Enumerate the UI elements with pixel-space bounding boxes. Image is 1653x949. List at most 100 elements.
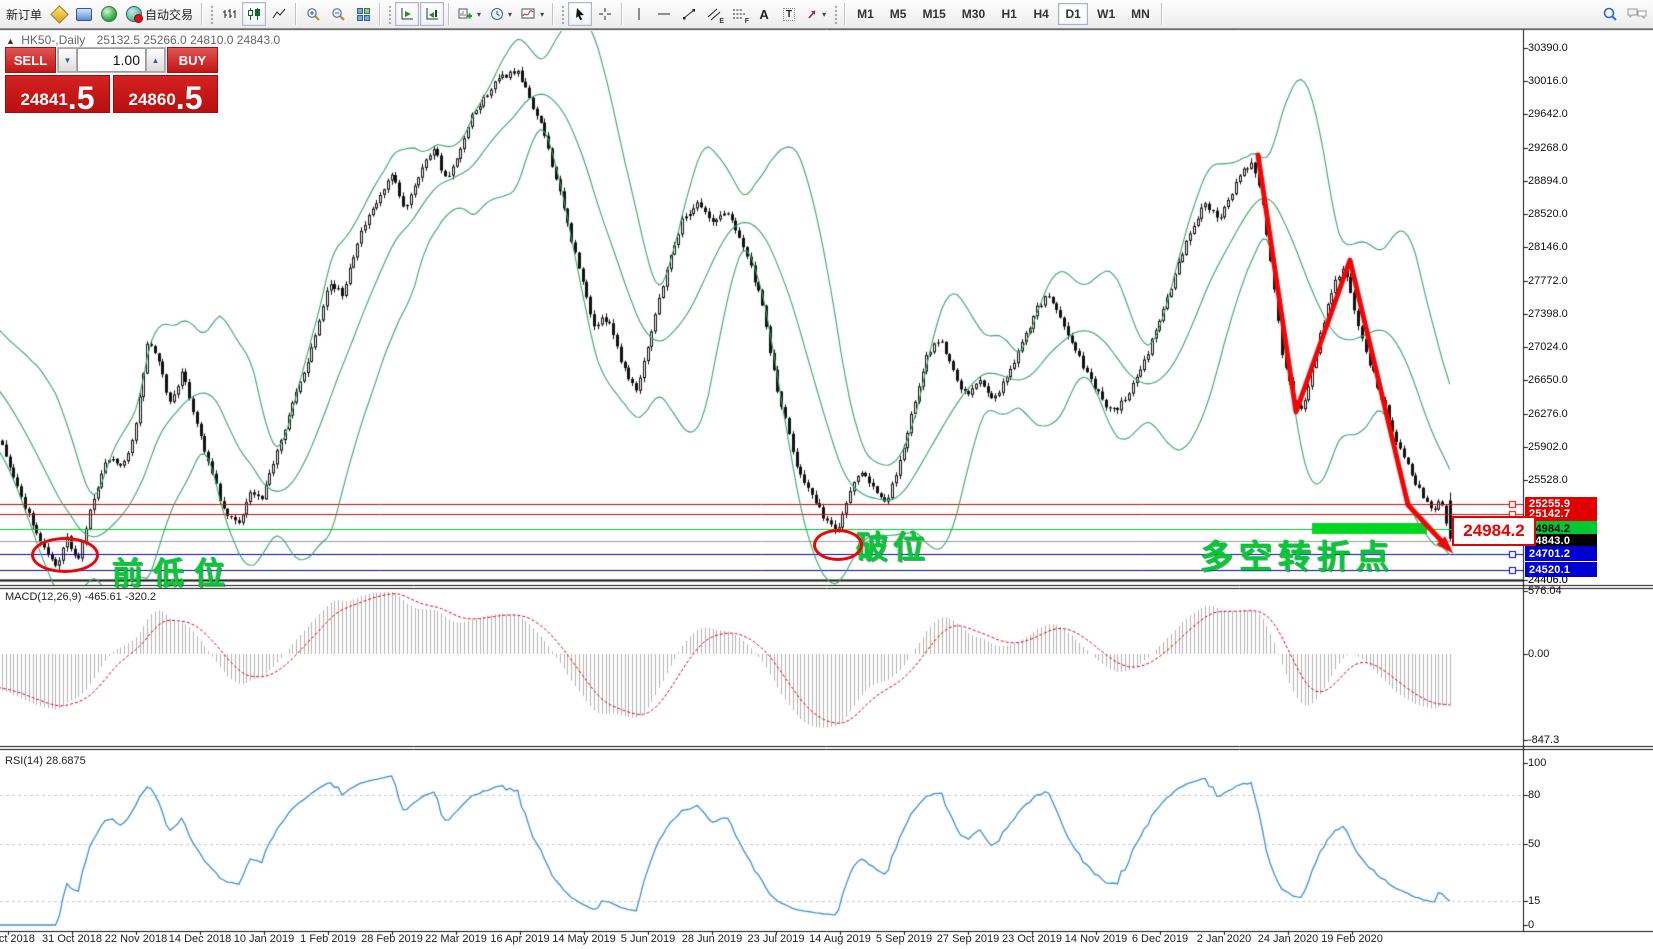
fibonacci-icon — [733, 9, 746, 19]
toolbar-grip — [209, 4, 215, 24]
chart-shift-button[interactable] — [420, 2, 445, 26]
annotation-prev-low[interactable]: 前低位 — [112, 556, 235, 591]
symbol-name: HK50-,Daily — [21, 33, 86, 47]
horizontal-line-icon — [658, 13, 671, 15]
crosshair-button[interactable] — [593, 2, 617, 26]
timeframe-h4[interactable]: H4 — [1026, 3, 1056, 25]
timeframe-m5[interactable]: M5 — [883, 3, 914, 25]
annotation-turning-point[interactable]: 多空转折点 — [1200, 538, 1395, 575]
timeframe-d1[interactable]: D1 — [1058, 3, 1089, 25]
sell-button[interactable]: SELL — [5, 47, 56, 73]
tile-windows-button[interactable] — [351, 2, 375, 26]
autotrade-icon — [126, 6, 144, 23]
trendline-icon — [683, 9, 696, 20]
auto-scroll-button[interactable] — [395, 2, 420, 26]
date-tick: 31 Oct 2018 — [42, 933, 102, 945]
circle-annotation-breakout[interactable] — [813, 529, 863, 561]
annotation-breakout[interactable]: 破位 — [856, 529, 931, 565]
autotrade-button[interactable]: 自动交易 — [122, 2, 197, 26]
chat-button[interactable] — [1623, 2, 1651, 26]
price-tick: 25528.0 — [1528, 474, 1568, 487]
price-tick: 26650.0 — [1528, 374, 1568, 387]
price-tick: 28520.0 — [1528, 208, 1568, 221]
price-tick: 30390.0 — [1528, 42, 1568, 54]
toolbar: 新订单 自动交易 ▾ ▾ ▾ E F A T ▾ M1 M5 M15 M30 H1 H4 D… — [0, 0, 1653, 29]
signals-button[interactable] — [97, 2, 121, 26]
date-tick: 14 May 2019 — [552, 933, 616, 945]
price-tick: 26276.0 — [1528, 407, 1568, 420]
new-order-button[interactable]: 新订单 — [2, 2, 46, 26]
candlestick-chart-button[interactable] — [242, 2, 267, 26]
arrows-button[interactable]: ▾ — [802, 2, 830, 26]
text-button[interactable]: A — [752, 2, 776, 26]
periods-button[interactable]: ▾ — [486, 2, 516, 26]
date-tick: 10 Jan 2019 — [233, 933, 295, 945]
bar-chart-button[interactable] — [217, 2, 241, 26]
toolbar-separator — [552, 3, 555, 25]
timeframe-m15[interactable]: M15 — [915, 3, 952, 25]
date-tick: 23 Jul 2019 — [747, 933, 805, 945]
timeframe-w1[interactable]: W1 — [1090, 3, 1122, 25]
text-label-button[interactable]: T — [777, 2, 801, 26]
candlestick-icon — [248, 8, 261, 20]
search-button[interactable] — [1598, 2, 1622, 26]
toolbar-grip — [560, 4, 566, 24]
vertical-line-button[interactable] — [627, 2, 651, 26]
buy-price[interactable]: 24860.5 — [113, 75, 218, 114]
date-tick: 9 Oct 2018 — [0, 933, 35, 945]
strategy-tester-button[interactable] — [72, 2, 96, 26]
fibonacci-button[interactable]: F — [727, 2, 751, 26]
line-chart-icon — [272, 8, 286, 19]
fibo-f-label: F — [744, 18, 750, 25]
rsi-tick: 50 — [1528, 838, 1541, 850]
sell-price[interactable]: 24841.5 — [5, 75, 110, 116]
new-chart-button[interactable]: ▾ — [454, 2, 485, 26]
one-click-trade-panel: SELL ▼ 1.00 ▲ BUY 24841.5 24860.5 — [5, 47, 218, 116]
vertical-line-icon — [638, 8, 640, 20]
cursor-button[interactable] — [568, 2, 593, 26]
volume-down-button[interactable]: ▼ — [58, 48, 77, 72]
buy-button[interactable]: BUY — [167, 47, 218, 73]
date-tick: 28 Jun 2019 — [681, 933, 743, 945]
indicators-button[interactable]: ▾ — [517, 2, 548, 26]
tile-windows-icon — [356, 7, 370, 21]
crosshair-icon — [599, 8, 612, 20]
price-level-chip: 25142.7 — [1525, 506, 1597, 522]
date-tick: 22 Nov 2018 — [104, 933, 168, 945]
new-order-label: 新订单 — [6, 7, 43, 22]
volume-up-button[interactable]: ▲ — [146, 48, 165, 72]
autotrade-label: 自动交易 — [145, 7, 194, 22]
globe-icon — [101, 6, 118, 22]
price-level-chip: 24984.2 — [1525, 521, 1597, 536]
trendline-button[interactable] — [677, 2, 701, 26]
line-chart-button[interactable] — [267, 2, 291, 26]
price-tick: 27772.0 — [1528, 274, 1568, 287]
symbol-header: ▲ HK50-,Daily 25132.5 25266.0 24810.0 24… — [6, 33, 280, 47]
level-callout-box[interactable]: 24984.2 — [1452, 516, 1536, 546]
volume-input[interactable]: 1.00 — [77, 48, 146, 72]
chat-icon — [1627, 8, 1647, 19]
date-tick: 2 Jan 2020 — [1196, 933, 1252, 945]
channel-button[interactable]: E — [702, 2, 726, 26]
timeframe-m1[interactable]: M1 — [850, 3, 881, 25]
styler-button[interactable] — [47, 2, 71, 26]
horizontal-line-button[interactable] — [652, 2, 676, 26]
timeframe-h1[interactable]: H1 — [994, 3, 1024, 25]
buy-price-main: 24860 — [128, 90, 176, 109]
date-tick: 6 Dec 2019 — [1131, 933, 1189, 945]
timeframe-m30[interactable]: M30 — [955, 3, 992, 25]
sell-price-frac: .5 — [67, 79, 95, 116]
toolbar-separator — [621, 3, 624, 25]
circle-annotation-prev-low[interactable] — [31, 537, 99, 573]
zoom-in-button[interactable] — [301, 2, 325, 26]
date-tick: 14 Nov 2019 — [1064, 933, 1128, 945]
zoom-out-button[interactable] — [326, 2, 350, 26]
chevron-down-icon: ▾ — [822, 9, 827, 19]
timeframe-mn[interactable]: MN — [1124, 3, 1157, 25]
price-level-chip: 24701.2 — [1525, 546, 1597, 562]
price-tick: 28146.0 — [1528, 241, 1568, 254]
macd-tick: 576.04 — [1528, 585, 1562, 597]
toolbar-separator — [844, 3, 847, 25]
